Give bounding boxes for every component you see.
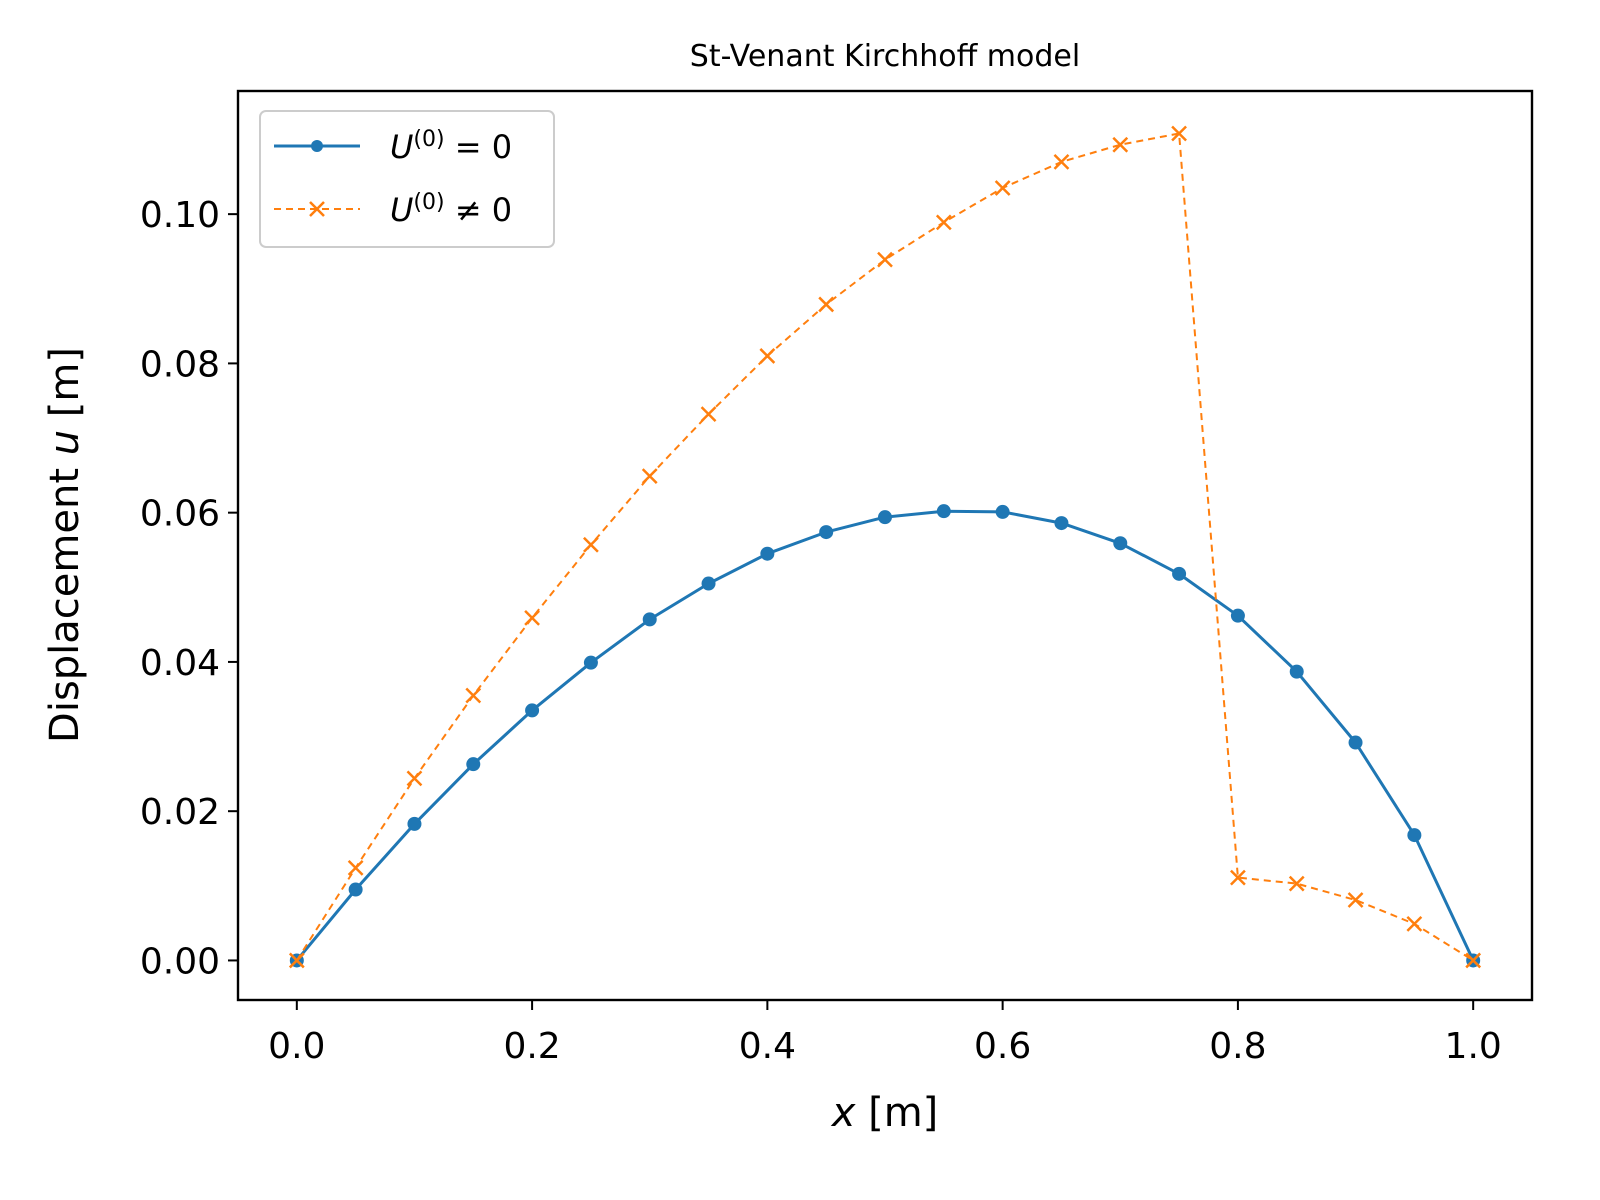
data-point: [288, 952, 305, 969]
data-point: [1288, 875, 1305, 892]
x-tick-label: 0.2: [503, 1026, 560, 1067]
data-point: [1348, 735, 1363, 750]
data-point: [1054, 516, 1069, 531]
data-point: [994, 180, 1011, 196]
legend-label-series-1-rest: = 0: [445, 128, 513, 166]
y-axis-label-unit: [m]: [42, 347, 88, 430]
data-point: [1230, 869, 1246, 886]
data-point: [583, 536, 599, 553]
x-axis-label: x [m]: [830, 1090, 939, 1136]
chart-title: St-Venant Kirchhoff model: [690, 39, 1080, 74]
data-point: [995, 504, 1010, 519]
data-point: [1465, 952, 1482, 969]
data-point: [1171, 125, 1187, 142]
y-axis: 0.00 0.02 0.04 0.06 0.08 0.10: [140, 195, 238, 982]
plot-area: [288, 125, 1482, 969]
y-axis-label: Displacement u [m]: [42, 347, 88, 743]
legend-label-series-2-rest: ≠ 0: [445, 191, 513, 229]
data-point: [1289, 664, 1304, 679]
legend-label-series-1-sup: (0): [413, 127, 444, 152]
x-axis: 0.0 0.2 0.4 0.6 0.8 1.0: [268, 1000, 1502, 1067]
data-point: [525, 703, 540, 718]
data-point: [700, 406, 717, 423]
y-axis-label-prefix: Displacement: [42, 455, 88, 743]
y-tick-label: 0.00: [140, 941, 220, 982]
data-point: [935, 214, 952, 231]
legend-marker-series-1: [311, 140, 323, 152]
legend-marker-series-2: [309, 201, 325, 217]
x-tick-label: 0.4: [739, 1026, 796, 1067]
data-point: [466, 757, 481, 772]
legend-label-series-2-main: U: [390, 191, 413, 229]
data-point: [1347, 892, 1364, 908]
x-tick-label: 1.0: [1445, 1026, 1502, 1067]
data-point: [819, 525, 834, 540]
series-1: [289, 504, 1481, 968]
legend: U(0) = 0 U(0) ≠ 0: [259, 110, 555, 248]
data-point: [1407, 828, 1422, 843]
data-point: [878, 510, 892, 525]
legend-label-series-2-sup: (0): [413, 190, 444, 215]
legend-label-series-1: U(0) = 0: [390, 127, 512, 166]
x-axis-label-var: x: [830, 1090, 856, 1136]
data-point: [524, 610, 540, 626]
y-tick-label: 0.10: [140, 195, 220, 236]
axes-frame: [236, 89, 1534, 1002]
data-point: [1230, 608, 1245, 623]
data-point: [818, 296, 835, 313]
x-tick-label: 0.0: [268, 1026, 325, 1067]
data-point: [877, 251, 893, 268]
data-point: [1112, 136, 1129, 153]
data-point: [1406, 915, 1423, 932]
legend-label-series-1-main: U: [390, 128, 413, 166]
data-point: [759, 348, 776, 364]
data-point: [583, 655, 598, 670]
series-line: [295, 132, 1474, 962]
y-tick-label: 0.02: [140, 792, 220, 833]
data-point: [348, 882, 363, 897]
data-point: [936, 504, 951, 519]
series-2: [288, 125, 1482, 969]
data-point: [1172, 566, 1187, 581]
x-tick-label: 0.6: [974, 1026, 1031, 1067]
series-line: [295, 509, 1475, 962]
data-point: [347, 860, 364, 876]
y-axis-label-var: u: [42, 430, 88, 455]
data-point: [760, 546, 775, 561]
data-point: [465, 687, 482, 704]
y-tick-label: 0.06: [140, 494, 220, 535]
data-point: [642, 612, 657, 627]
y-tick-label: 0.04: [140, 643, 220, 684]
x-tick-label: 0.8: [1209, 1026, 1266, 1067]
x-axis-label-unit: [m]: [855, 1090, 938, 1136]
data-point: [641, 468, 658, 484]
data-point: [406, 770, 423, 787]
data-point: [1113, 536, 1128, 551]
data-point: [1053, 154, 1070, 170]
legend-label-series-2: U(0) ≠ 0: [390, 190, 512, 229]
data-point: [407, 816, 422, 831]
data-point: [701, 576, 716, 591]
y-tick-label: 0.08: [140, 344, 220, 385]
